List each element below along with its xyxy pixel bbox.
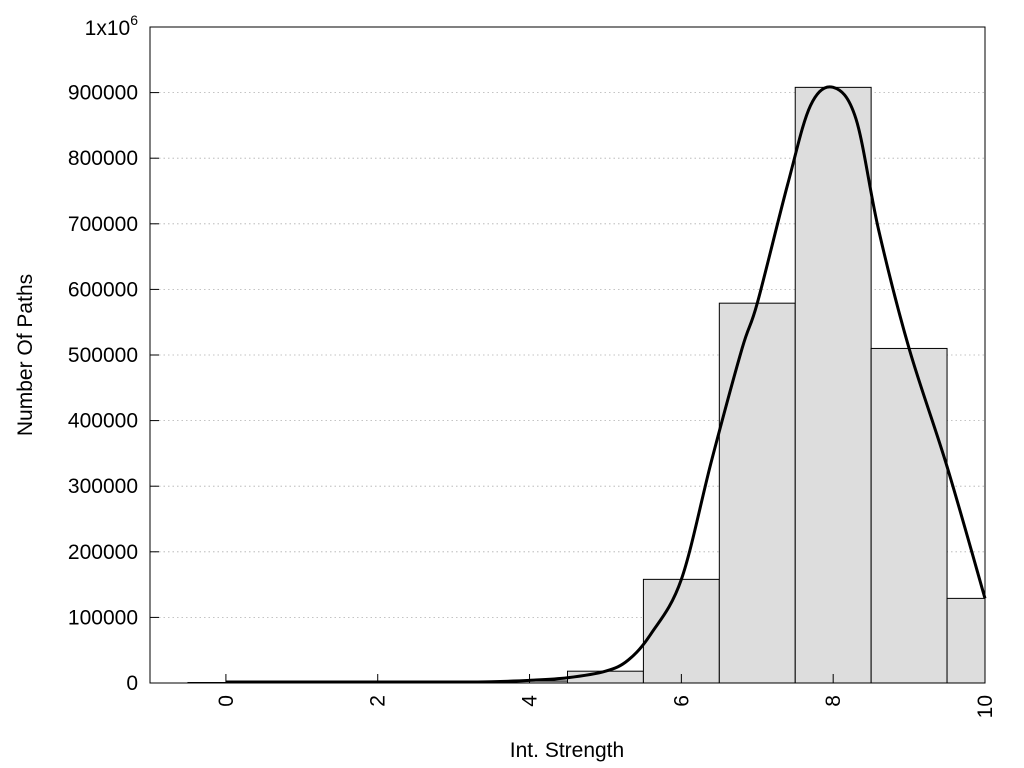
y-tick-label: 500000 <box>68 344 138 367</box>
histogram-bar <box>870 347 948 684</box>
fit-curve <box>225 85 987 684</box>
y-tick-label: 300000 <box>68 475 138 498</box>
y-tick-label: 800000 <box>68 147 138 170</box>
x-tick-label: 0 <box>215 695 238 707</box>
y-axis-title: Number Of Paths <box>14 274 37 436</box>
histogram-bar <box>642 578 720 684</box>
y-tick-label: 600000 <box>68 278 138 301</box>
x-tick-label: 10 <box>974 695 997 718</box>
x-tick-label: 6 <box>670 695 693 707</box>
y-tick-label: 900000 <box>68 82 138 105</box>
y-tick-label: 700000 <box>68 213 138 236</box>
histogram-bar <box>946 597 986 684</box>
bars-layer <box>187 86 986 684</box>
histogram-bar <box>718 302 796 684</box>
y-axis-top-label: 1x106 <box>85 12 139 40</box>
curve-layer <box>225 85 987 684</box>
histogram-bar <box>794 86 872 684</box>
x-axis-title: Int. Strength <box>510 739 624 762</box>
y-tick-label: 200000 <box>68 541 138 564</box>
ticks-layer <box>150 92 986 684</box>
y-top-label-base: 1x10 <box>85 17 131 40</box>
x-tick-label: 2 <box>367 695 390 707</box>
y-tick-label: 0 <box>126 672 138 695</box>
x-tick-label: 8 <box>822 695 845 707</box>
y-tick-label: 400000 <box>68 410 138 433</box>
y-tick-label: 100000 <box>68 606 138 629</box>
y-top-label-exponent: 6 <box>130 12 138 28</box>
labels-layer: 0 100000 200000 300000 400000 500000 600000 700… <box>68 82 997 719</box>
x-tick-label: 4 <box>519 695 542 707</box>
